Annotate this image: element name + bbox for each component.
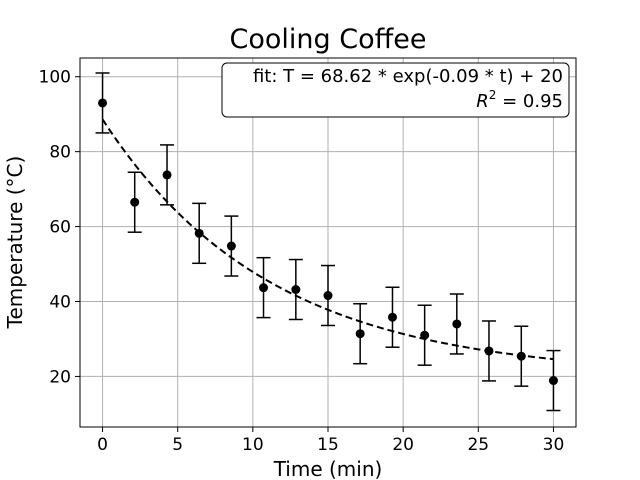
grid <box>80 58 576 427</box>
data-point-group <box>417 304 432 366</box>
data-point-group <box>481 320 496 382</box>
x-tick-label: 15 <box>317 435 339 455</box>
x-tick-label: 0 <box>97 435 108 455</box>
data-point-group <box>256 256 271 319</box>
data-point <box>194 228 204 238</box>
data-point <box>387 312 397 322</box>
data-point <box>226 241 236 251</box>
data-points-group <box>95 72 561 412</box>
x-tick-label: 30 <box>543 435 565 455</box>
data-point-group <box>449 293 464 355</box>
data-point <box>323 291 333 301</box>
r-squared-symbol: R <box>476 91 489 112</box>
r-squared-exponent: 2 <box>489 88 497 102</box>
data-point <box>355 329 365 339</box>
data-point-group <box>514 325 529 387</box>
data-point <box>548 376 558 386</box>
data-point-group <box>288 258 303 321</box>
data-point <box>130 197 140 207</box>
data-point-group <box>546 349 561 412</box>
data-point <box>484 346 494 356</box>
data-point-group <box>192 202 207 265</box>
y-tick-label: 100 <box>39 68 71 88</box>
annotation-box <box>221 62 570 118</box>
data-point <box>98 98 108 108</box>
data-point <box>162 170 172 180</box>
data-point-group <box>160 144 175 206</box>
r-squared-value: = 0.95 <box>496 91 563 112</box>
y-axis-label: Temperature (°C) <box>3 156 27 330</box>
y-tick-label: 40 <box>49 293 71 313</box>
data-point-group <box>321 264 335 327</box>
data-point-group <box>127 171 142 233</box>
annotation-fit-equation: fit: T = 68.62 * exp(-0.09 * t) + 20 <box>253 66 563 87</box>
data-point-group <box>385 286 400 348</box>
data-point-group <box>95 72 110 134</box>
data-point <box>259 283 269 293</box>
chart-title: Cooling Coffee <box>230 24 427 55</box>
data-point <box>516 351 526 361</box>
x-axis-label: Time (min) <box>273 457 383 480</box>
y-tick-label: 60 <box>49 218 71 238</box>
data-point <box>452 319 462 329</box>
data-point-group <box>224 215 239 277</box>
x-tick-label: 10 <box>242 435 264 455</box>
data-point-group <box>353 303 368 365</box>
data-point <box>420 330 430 340</box>
x-tick-label: 5 <box>172 435 183 455</box>
annotation-r-squared: R2 = 0.95 <box>476 88 563 112</box>
y-tick-label: 80 <box>49 143 71 163</box>
x-axis-ticks: 0 5 10 15 20 25 30 <box>97 427 564 455</box>
x-tick-label: 20 <box>392 435 414 455</box>
y-tick-label: 20 <box>49 367 71 387</box>
fit-annotation: fit: T = 68.62 * exp(-0.09 * t) + 20 R2 … <box>221 62 570 118</box>
x-tick-label: 25 <box>467 435 489 455</box>
y-axis-ticks: 20 40 60 80 100 <box>39 68 80 387</box>
data-point <box>291 285 301 295</box>
